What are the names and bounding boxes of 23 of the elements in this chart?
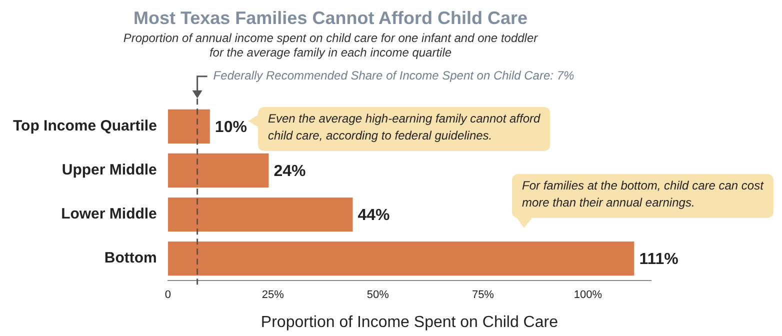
bar	[168, 242, 634, 276]
data-label: 44%	[358, 206, 390, 224]
x-tick-label: 75%	[472, 289, 494, 302]
chart-title: Most Texas Families Cannot Afford Child Care	[133, 8, 528, 28]
y-tick-label: Upper Middle	[62, 162, 157, 179]
x-tick-label: 100%	[574, 289, 602, 302]
y-tick-label: Bottom	[104, 250, 157, 267]
bar	[168, 109, 210, 144]
bar	[168, 197, 353, 232]
data-label: 10%	[214, 118, 247, 136]
y-tick-label: Lower Middle	[61, 206, 157, 223]
data-label: 111%	[639, 250, 678, 268]
ref-line-label: Federally Recommended Share of Income Spent on Child Care: 7%	[213, 68, 574, 83]
x-axis-title: Proportion of Income Spent on Child Care	[260, 314, 558, 331]
x-tick-label: 25%	[262, 289, 284, 302]
bar	[168, 153, 269, 188]
annotation: For families at the bottom, child care can cost more than their annual earnings.	[522, 178, 764, 210]
data-label: 24%	[274, 162, 306, 180]
x-tick-label: 0	[164, 289, 171, 302]
annotation: Even the average high-earning family cannot afford child care, according to federal guidelines.	[268, 111, 540, 142]
chart-subtitle: Proportion of annual income spent on child care for one infant and one toddler for the average family in each income quartile	[123, 31, 539, 60]
y-tick-label: Top Income Quartile	[13, 118, 157, 135]
x-tick-label: 50%	[366, 289, 390, 302]
